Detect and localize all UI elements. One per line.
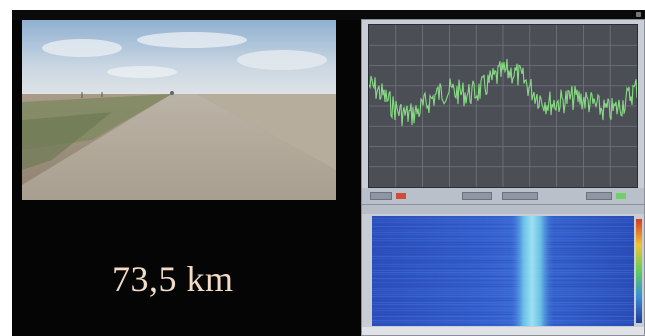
spectrogram-plot <box>372 216 634 326</box>
color-scale-bar <box>636 219 642 323</box>
close-icon[interactable] <box>636 12 641 17</box>
video-panel <box>22 20 336 200</box>
window-title-bar <box>12 10 645 20</box>
spectrogram-panel <box>361 204 645 336</box>
spectrogram-header <box>362 205 644 214</box>
spectrogram-axis <box>362 327 644 335</box>
timebase-control[interactable] <box>462 192 492 200</box>
main-screen: 73,5 km <box>12 10 645 336</box>
oscilloscope-trace <box>368 25 638 187</box>
channel-selector[interactable] <box>370 192 392 200</box>
oscilloscope-screen <box>368 24 638 188</box>
oscilloscope-controls <box>362 188 644 204</box>
oscilloscope-panel <box>361 19 645 205</box>
road-camera-image <box>22 20 336 200</box>
distance-readout: 73,5 km <box>112 259 234 299</box>
record-indicator-icon <box>396 193 406 199</box>
trigger-control[interactable] <box>586 192 612 200</box>
gain-control[interactable] <box>502 192 538 200</box>
run-indicator-icon <box>616 193 626 199</box>
